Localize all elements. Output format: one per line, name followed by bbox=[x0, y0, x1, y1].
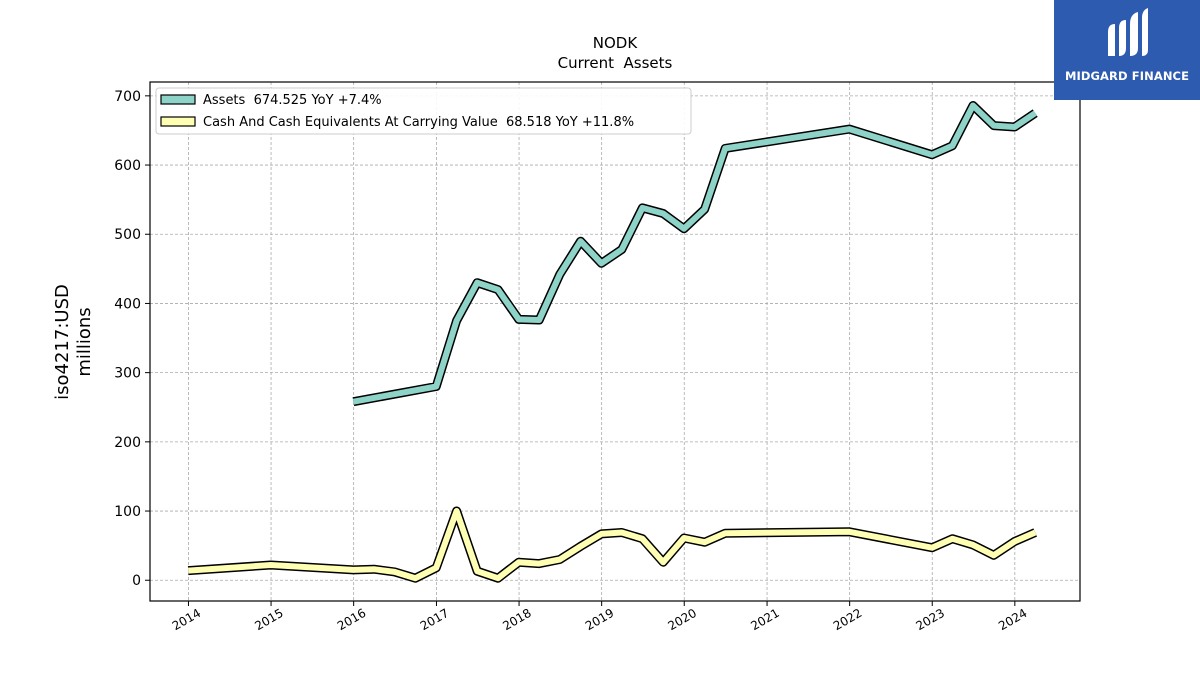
x-tick-label: 2024 bbox=[996, 606, 1029, 633]
y-tick-label: 500 bbox=[114, 227, 141, 243]
legend: Assets 674.525 YoY +7.4% Cash And Cash E… bbox=[155, 87, 692, 135]
midgard-logo-icon bbox=[1108, 8, 1148, 56]
legend-swatch-cash bbox=[160, 116, 196, 127]
plot-frame bbox=[149, 81, 1081, 602]
y-tick-label: 100 bbox=[114, 504, 141, 520]
y-axis-label: iso4217:USD bbox=[52, 284, 73, 400]
series-line-assets bbox=[352, 102, 1037, 405]
x-tick-label: 2014 bbox=[170, 606, 203, 633]
y-tick-label: 600 bbox=[114, 158, 141, 174]
series-outline-assets bbox=[352, 101, 1038, 407]
x-tick-label: 2023 bbox=[914, 606, 947, 633]
legend-label-assets: Assets 674.525 YoY +7.4% bbox=[203, 93, 382, 108]
y-axis-label-group: iso4217:USD millions bbox=[52, 284, 95, 400]
brand-name: MIDGARD FINANCE bbox=[1064, 69, 1190, 83]
x-tick-label: 2015 bbox=[252, 606, 285, 633]
x-tick-label: 2020 bbox=[666, 606, 699, 633]
legend-swatch-assets bbox=[160, 94, 196, 105]
chart-subtitle: Current Assets bbox=[558, 54, 673, 72]
x-axis: 2014 2015 2016 2017 2018 2019 2020 2021 2022 2023… bbox=[170, 601, 1030, 633]
y-tick-label: 200 bbox=[114, 435, 141, 451]
legend-label-cash: Cash And Cash Equivalents At Carrying Va… bbox=[203, 115, 634, 130]
x-tick-label: 2022 bbox=[831, 606, 864, 633]
y-tick-label: 700 bbox=[114, 89, 141, 105]
x-tick-label: 2017 bbox=[418, 606, 451, 633]
x-tick-label: 2018 bbox=[500, 606, 533, 633]
y-tick-label: 300 bbox=[114, 366, 141, 382]
series-lines bbox=[187, 101, 1038, 583]
chart-title: NODK bbox=[593, 34, 639, 52]
series-line-cash bbox=[187, 508, 1037, 582]
y-tick-label: 0 bbox=[132, 573, 141, 589]
brand-logo: MIDGARD FINANCE bbox=[1054, 0, 1200, 100]
y-axis-unit-label: millions bbox=[74, 307, 95, 376]
x-tick-label: 2019 bbox=[583, 606, 616, 633]
y-tick-label: 400 bbox=[114, 296, 141, 312]
legend-box bbox=[155, 87, 692, 135]
y-axis: 0 100 200 300 400 500 600 700 bbox=[114, 89, 150, 589]
grid bbox=[150, 82, 1080, 601]
x-tick-label: 2021 bbox=[748, 606, 781, 633]
x-tick-label: 2016 bbox=[335, 606, 368, 633]
